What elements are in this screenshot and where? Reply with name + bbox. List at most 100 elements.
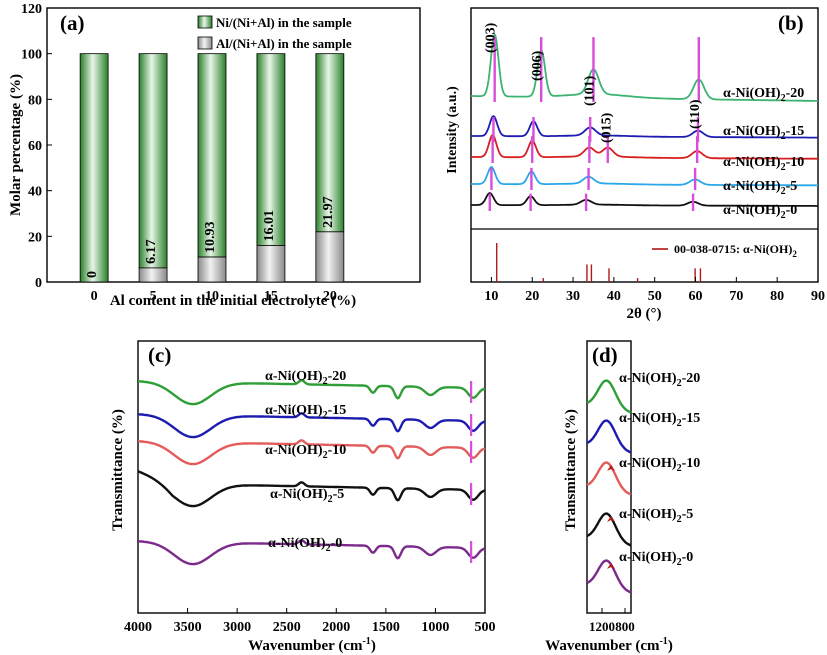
panel-a-label: (a) bbox=[60, 11, 85, 35]
panel-b-peak-labels: (003) (006) (101)(015) (110) bbox=[484, 22, 703, 143]
peak-label: (110) bbox=[688, 99, 703, 129]
xrd-series-label: α-Ni(OH)2-10 bbox=[723, 155, 804, 173]
xrd-curve bbox=[471, 115, 818, 139]
panel-b-curves bbox=[471, 32, 819, 207]
ftir-series-label: α-Ni(OH)2-15 bbox=[265, 403, 346, 421]
panel-b-xtick-label: 30 bbox=[566, 289, 580, 304]
panel-d-xtick-label: 1200 bbox=[589, 619, 615, 634]
ftir-zoom-curve bbox=[586, 379, 632, 414]
peak-label: (003) bbox=[484, 22, 499, 53]
legend-label-ni: Ni/(Ni+Al) in the sample bbox=[216, 15, 352, 30]
panel-c-xtick-label: 500 bbox=[475, 620, 496, 635]
panel-b-xtick-label: 90 bbox=[811, 289, 825, 304]
ftir-zoom-series-label: α-Ni(OH)2-10 bbox=[619, 456, 700, 474]
bar-ni-5 bbox=[138, 53, 168, 269]
panel-d-x-axis: 1200 800 bbox=[589, 608, 635, 634]
ftir-series-label: α-Ni(OH)2-0 bbox=[268, 536, 342, 554]
panel-b-reference-pattern: 00-038-0715: α-Ni(OH)2 bbox=[496, 242, 797, 282]
panel-a-legend: Ni/(Ni+Al) in the sample Al/(Ni+Al) in t… bbox=[197, 15, 352, 51]
panel-b-xtick-label: 80 bbox=[770, 289, 784, 304]
panel-b-xtick-label: 70 bbox=[729, 289, 743, 304]
panel-d-ylabel: Transmittance (%) bbox=[563, 409, 579, 531]
panel-b-xtick-label: 40 bbox=[607, 289, 621, 304]
bar-value-label: 16.01 bbox=[262, 210, 277, 242]
bar-al-10 bbox=[197, 256, 227, 283]
bar-ni-20 bbox=[315, 53, 345, 233]
bar-value-label: 21.97 bbox=[321, 196, 336, 228]
xrd-curve bbox=[471, 192, 818, 207]
peak-label: (006) bbox=[530, 50, 545, 81]
ftir-zoom-series-label: α-Ni(OH)2-0 bbox=[619, 550, 693, 568]
panel-a-xtick-label: 5 bbox=[150, 289, 157, 304]
panel-a-xtick-label: 15 bbox=[264, 289, 278, 304]
panel-a-ytick-label: 20 bbox=[28, 230, 42, 245]
panel-c-xtick-label: 2500 bbox=[273, 620, 301, 635]
panel-b-label: (b) bbox=[778, 11, 804, 35]
bar-value-label: 6.17 bbox=[144, 239, 159, 264]
legend-swatch-al bbox=[197, 36, 213, 50]
panel-d-frame bbox=[586, 340, 632, 614]
panel-c-xtick-label: 4000 bbox=[124, 620, 152, 635]
panel-b-peak-markers bbox=[488, 37, 700, 211]
panel-a-ytick-label: 0 bbox=[35, 276, 42, 291]
panel-b-frame bbox=[470, 7, 819, 283]
panel-b-xlabel: 2θ (°) bbox=[626, 306, 661, 322]
panel-c-xtick-label: 3000 bbox=[223, 620, 251, 635]
xrd-series-label: α-Ni(OH)2-0 bbox=[723, 203, 797, 221]
panel-b-xtick-label: 20 bbox=[525, 289, 539, 304]
bar-al-15 bbox=[256, 245, 286, 283]
ftir-curve bbox=[138, 412, 486, 439]
ftir-zoom-curve bbox=[586, 419, 632, 454]
ftir-series-label: α-Ni(OH)2-5 bbox=[270, 487, 344, 505]
arrow-marker bbox=[607, 465, 615, 471]
ftir-zoom-curve bbox=[586, 461, 632, 496]
ftir-zoom-series-label: α-Ni(OH)2-15 bbox=[619, 411, 700, 429]
panel-b-ylabel: Intensity (a.u.) bbox=[445, 86, 460, 174]
ftir-curve bbox=[138, 379, 486, 406]
xrd-curve bbox=[471, 134, 818, 160]
panel-a-bar-chart: (a) 0 20 40 60 80 100 120 0 5 10 15 20 0 6.17 10.93 1… bbox=[8, 2, 421, 309]
panel-c-xtick-label: 2000 bbox=[322, 620, 350, 635]
bar-al-20 bbox=[315, 231, 345, 283]
arrow-marker bbox=[607, 516, 615, 522]
panel-b-xrd-chart: (b) α-Ni(OH)2-20 α-Ni(OH)2-15 α-Ni(OH)2-10… bbox=[445, 7, 825, 322]
panel-a-xlabel: Al content in the initial electrolyte (%… bbox=[110, 293, 356, 309]
xrd-series-label: α-Ni(OH)2-20 bbox=[723, 86, 804, 104]
panel-a-ytick-label: 80 bbox=[28, 93, 42, 108]
panel-a-xtick-label: 20 bbox=[323, 289, 337, 304]
ftir-zoom-series-label: α-Ni(OH)2-5 bbox=[619, 507, 693, 525]
ftir-curve bbox=[138, 439, 486, 466]
panel-a-ytick-label: 100 bbox=[21, 48, 42, 63]
panel-c-label: (c) bbox=[148, 343, 171, 367]
panel-a-ytick-label: 40 bbox=[28, 185, 42, 200]
panel-c-ftir-chart: (c) α-Ni(OH)2-20 α-Ni(OH)2-15 α-Ni(OH)2-10… bbox=[110, 340, 496, 654]
panel-d-xlabel: Wavenumber (cm-1) bbox=[545, 636, 673, 654]
panel-c-frame bbox=[137, 340, 486, 614]
panel-b-series-labels: α-Ni(OH)2-20 α-Ni(OH)2-15 α-Ni(OH)2-10 α-Ni… bbox=[723, 86, 804, 221]
bar-ni-0 bbox=[79, 53, 109, 283]
ftir-zoom-series-label: α-Ni(OH)2-20 bbox=[619, 371, 700, 389]
ftir-zoom-curve bbox=[586, 512, 632, 547]
ftir-series-label: α-Ni(OH)2-10 bbox=[265, 443, 346, 461]
panel-b-xtick-label: 10 bbox=[484, 289, 498, 304]
panel-d-xtick-label: 800 bbox=[615, 619, 635, 634]
panel-c-series-labels: α-Ni(OH)2-20 α-Ni(OH)2-15 α-Ni(OH)2-10 α-Ni… bbox=[265, 369, 346, 554]
xrd-curve bbox=[471, 166, 818, 187]
panel-a-ytick-label: 60 bbox=[28, 139, 42, 154]
legend-swatch-ni bbox=[197, 15, 213, 29]
ftir-curve bbox=[137, 470, 486, 508]
bar-value-label: 10.93 bbox=[203, 222, 218, 254]
xrd-series-label: α-Ni(OH)2-5 bbox=[723, 179, 797, 197]
xrd-curve bbox=[471, 32, 819, 102]
panel-b-xtick-label: 60 bbox=[689, 289, 703, 304]
bar-al-5 bbox=[138, 267, 168, 283]
ftir-zoom-curve bbox=[586, 559, 632, 594]
bar-value-label: 0 bbox=[85, 271, 100, 278]
panel-c-xtick-label: 1000 bbox=[421, 620, 449, 635]
xrd-series-label: α-Ni(OH)2-15 bbox=[723, 124, 804, 142]
peak-label: (101) bbox=[582, 75, 597, 106]
ftir-curve bbox=[138, 539, 486, 566]
panel-a-xtick-label: 0 bbox=[91, 289, 98, 304]
panel-d-curves bbox=[586, 379, 632, 594]
